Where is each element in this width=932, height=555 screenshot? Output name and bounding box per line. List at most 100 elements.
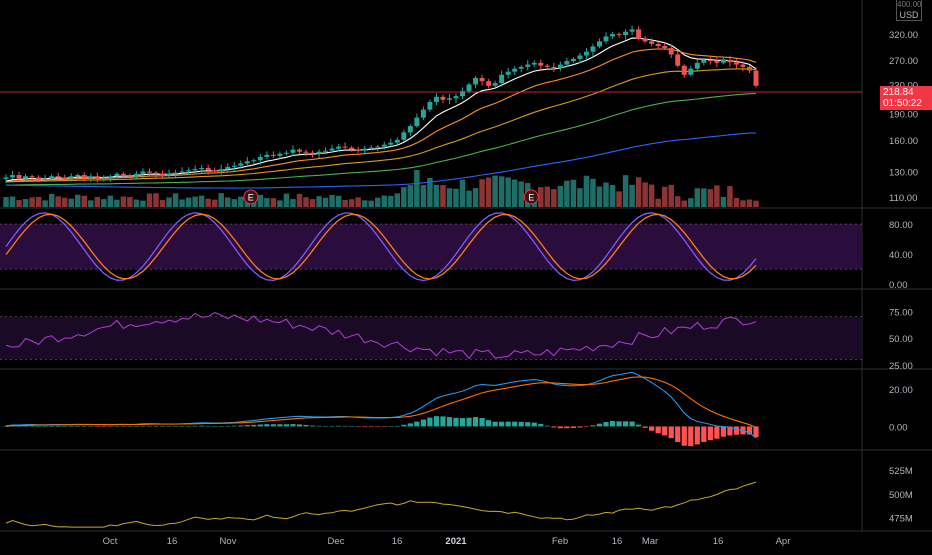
candle-body (349, 147, 355, 150)
macd-histogram-bar (133, 426, 140, 427)
volume-bar (401, 187, 407, 207)
macd-histogram-bar (238, 425, 244, 427)
volume-bar (453, 188, 459, 207)
spread-tick-label: 525M (889, 466, 913, 477)
macd-histogram-bar (596, 423, 603, 427)
macd-histogram-bar (212, 426, 218, 427)
candle-body (440, 96, 446, 100)
ema-line-3 (5, 68, 757, 183)
ema-line-5 (5, 132, 757, 189)
candle-body (231, 165, 237, 167)
volume-bar (433, 184, 440, 207)
macd-histogram-bar (375, 426, 381, 427)
macd-histogram-bar (296, 424, 303, 427)
volume-bar (3, 197, 9, 207)
macd-histogram-bar (257, 424, 263, 427)
stoch-k-line (5, 212, 757, 282)
candle-body (466, 84, 472, 92)
macd-histogram-bar (153, 426, 159, 427)
time-axis-label: 16 (167, 536, 178, 547)
macd-histogram-bar (557, 426, 563, 429)
macd-histogram-bar (22, 425, 29, 427)
volume-bar (42, 200, 48, 207)
volume-bar (479, 179, 485, 207)
candle-body (525, 64, 531, 67)
volume-bar (22, 199, 29, 207)
candle-body (133, 173, 139, 177)
volume-bar (538, 187, 544, 207)
macd-histogram-bar (577, 426, 583, 428)
volume-bar (688, 198, 694, 207)
macd-histogram-bar (336, 425, 342, 427)
candle-body (362, 148, 368, 151)
volume-bar (427, 177, 433, 207)
volume-bar (485, 177, 492, 207)
candle-body (283, 152, 289, 154)
spread-line (5, 481, 757, 528)
volume-bar (629, 184, 635, 207)
volume-bar (694, 188, 701, 207)
candle-body (107, 176, 113, 178)
macd-histogram-bar (499, 421, 505, 427)
macd-histogram-bar (101, 426, 107, 427)
volume-bar (446, 188, 453, 207)
candle-body (649, 41, 655, 44)
macd-histogram-bar (609, 420, 616, 427)
price-tick-label: 110.00 (889, 193, 917, 204)
candle-body (733, 62, 739, 65)
volume-bar (648, 184, 655, 207)
volume-bar (303, 197, 309, 207)
ema-line-1 (5, 37, 757, 182)
volume-bar (681, 200, 687, 207)
volume-bar (198, 195, 205, 207)
macd-histogram-bar (270, 424, 276, 427)
volume-bar (296, 193, 303, 207)
macd-histogram-bar (342, 425, 348, 427)
volume-bar (238, 196, 244, 207)
volume-bar (440, 185, 446, 207)
macd-histogram-bar (264, 424, 270, 427)
macd-histogram-bar (355, 426, 361, 427)
macd-histogram-bar (186, 426, 192, 427)
volume-bar (277, 200, 283, 207)
volume-bar (153, 193, 159, 207)
volume-bar (466, 190, 472, 207)
volume-bar (114, 199, 120, 207)
macd-histogram-bar (472, 417, 479, 427)
macd-histogram-bar (290, 424, 296, 427)
candle-body (342, 146, 348, 148)
candle-body (23, 176, 29, 179)
candle-body (531, 62, 537, 65)
volume-bar (375, 197, 381, 207)
volume-bar (146, 193, 153, 207)
macd-histogram-bar (642, 426, 648, 428)
candle-body (610, 34, 615, 37)
candle-body (753, 70, 759, 86)
stoch_rsi-band (0, 224, 862, 270)
candle-body (538, 62, 544, 66)
candle-body (88, 176, 94, 178)
candle-body (453, 96, 459, 99)
candle-body (597, 41, 602, 47)
candle-body (36, 177, 42, 180)
time-axis-label: 16 (612, 536, 623, 547)
candle-body (414, 117, 420, 127)
candle-body (166, 173, 172, 176)
candle-body (551, 66, 557, 69)
candle-body (590, 46, 596, 52)
candle-body (140, 171, 146, 174)
candle-body (264, 154, 270, 157)
price-tick-label: 190.00 (889, 110, 918, 121)
candle-body (212, 170, 218, 172)
macd-histogram-bar (433, 416, 440, 427)
candle-body (427, 101, 433, 110)
macd-histogram-bar (146, 425, 153, 427)
volume-bar (107, 195, 114, 207)
macd-histogram-bar (94, 426, 100, 427)
candle-body (81, 175, 87, 178)
candle-body (447, 98, 452, 100)
macd-histogram-bar (179, 426, 185, 427)
macd-histogram-bar (120, 426, 126, 427)
